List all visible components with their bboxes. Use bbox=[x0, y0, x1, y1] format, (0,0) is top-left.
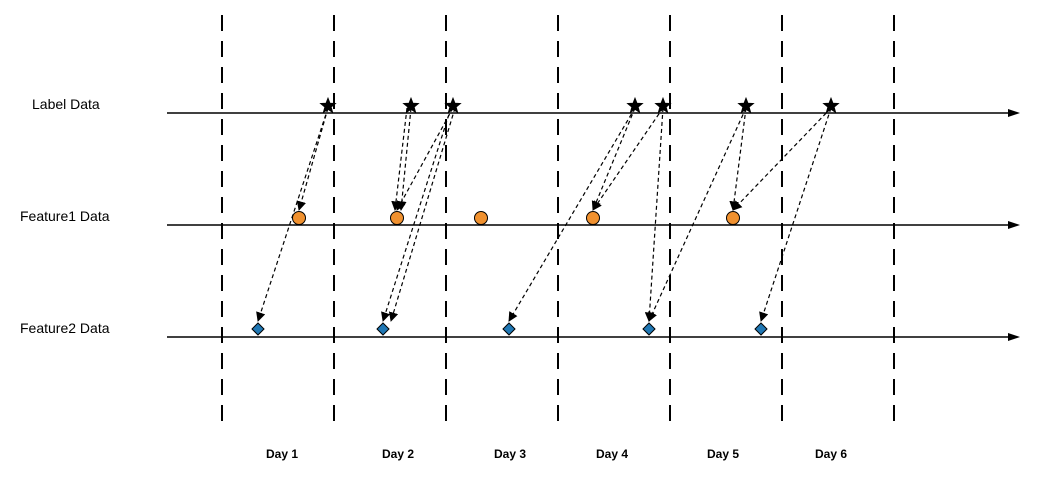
row-label-label-data: Label Data bbox=[32, 96, 100, 112]
row-axes bbox=[167, 109, 1020, 341]
dependency-arrows bbox=[256, 107, 832, 322]
feature1-circle-F1e bbox=[726, 211, 740, 225]
dependency-arrow-L2-F1b bbox=[391, 107, 408, 211]
row-label-feature1-data: Feature1 Data bbox=[20, 208, 110, 224]
feature1-circle-F1d bbox=[586, 211, 600, 225]
label-star-L4 bbox=[626, 96, 644, 114]
label-star-L7 bbox=[822, 96, 840, 114]
dependency-arrow-L5-F2d bbox=[644, 107, 664, 322]
feature1-circle-F1c bbox=[474, 211, 488, 225]
dependency-arrow-L3-F1b bbox=[396, 107, 454, 211]
day-label-1: Day 1 bbox=[265, 447, 299, 461]
day-label-5: Day 5 bbox=[706, 447, 740, 461]
feature1-circle-F1a bbox=[292, 211, 306, 225]
label-star-L6 bbox=[737, 96, 755, 114]
axis-arrowhead-label bbox=[1008, 109, 1020, 117]
dependency-arrow-L2-F1b bbox=[397, 107, 412, 211]
dependency-arrow-L7-F1e bbox=[732, 107, 832, 211]
feature2-diamond-F2a bbox=[251, 322, 265, 336]
feature2-diamond-F2e bbox=[754, 322, 768, 336]
day-label-6: Day 6 bbox=[814, 447, 848, 461]
dependency-arrow-L4-F2c bbox=[508, 107, 636, 322]
dependency-arrow-L4-F1d bbox=[591, 107, 636, 211]
label-star-L5 bbox=[654, 96, 672, 114]
feature2-diamond-F2d bbox=[642, 322, 656, 336]
day-dividers bbox=[221, 15, 895, 422]
dependency-arrow-L6-F1e bbox=[729, 107, 747, 211]
day-label-2: Day 2 bbox=[381, 447, 415, 461]
dependency-arrow-L3-F2b bbox=[388, 107, 456, 322]
dependency-arrow-L7-F2e bbox=[759, 107, 832, 322]
feature1-circle-F1b bbox=[390, 211, 404, 225]
dependency-arrow-L5-F1d bbox=[592, 107, 664, 211]
data-markers bbox=[251, 96, 840, 336]
row-label-feature2-data: Feature2 Data bbox=[20, 320, 110, 336]
axis-arrowhead-feature1 bbox=[1008, 221, 1020, 229]
feature2-diamond-F2b bbox=[376, 322, 390, 336]
axis-arrowhead-feature2 bbox=[1008, 333, 1020, 341]
day-label-4: Day 4 bbox=[595, 447, 629, 461]
feature2-diamond-F2c bbox=[502, 322, 516, 336]
dependency-arrow-L1-F1a bbox=[296, 107, 329, 211]
label-star-L1 bbox=[319, 96, 337, 114]
label-star-L2 bbox=[402, 96, 420, 114]
label-star-L3 bbox=[444, 96, 462, 114]
day-label-3: Day 3 bbox=[493, 447, 527, 461]
dependency-arrow-L3-F2b bbox=[381, 107, 452, 322]
